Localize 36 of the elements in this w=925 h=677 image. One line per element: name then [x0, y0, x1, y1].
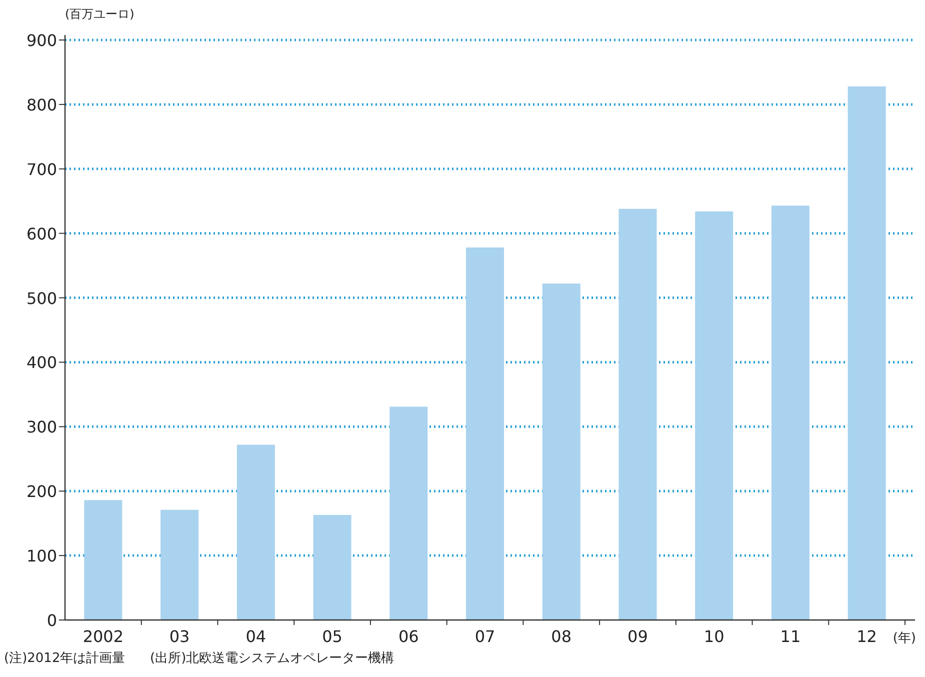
bar	[390, 406, 428, 620]
bar	[84, 500, 122, 620]
x-tick-label: 07	[474, 627, 496, 646]
x-tick-label: 12	[856, 627, 877, 646]
x-tick-label: 2002	[82, 627, 124, 646]
y-tick-label: 900	[26, 31, 57, 50]
x-axis-title: (年)	[892, 631, 916, 646]
bar	[313, 514, 352, 620]
bar	[466, 248, 504, 620]
y-tick-label: 700	[26, 160, 57, 179]
text: (出所)北欧送電システムオペレーター機構	[150, 651, 394, 666]
bar	[771, 206, 810, 620]
y-tick-label: 800	[26, 95, 57, 114]
y-tick-label: 300	[26, 418, 57, 437]
x-tick-label: 05	[322, 627, 342, 646]
x-tick-label: 08	[551, 627, 572, 646]
text: (注)2012年は計画量	[4, 651, 126, 666]
x-tick-label: 04	[246, 627, 266, 646]
y-axis-title: (百万ユーロ)	[65, 7, 134, 21]
bar	[618, 208, 657, 620]
x-tick-label: 03	[169, 627, 190, 646]
y-tick-label: 600	[26, 224, 57, 244]
y-tick-label: 400	[26, 353, 57, 372]
y-tick-label: 200	[26, 482, 57, 502]
y-tick-label: 0	[46, 611, 57, 630]
x-tick-label: 11	[780, 627, 801, 646]
bar	[236, 444, 275, 620]
y-tick-label: 100	[26, 546, 57, 566]
x-tick-label: 10	[704, 627, 724, 646]
bar	[695, 211, 734, 620]
y-tick-label: 500	[26, 288, 57, 308]
x-tick-label: 06	[398, 627, 419, 646]
x-tick-label: 09	[628, 627, 648, 646]
bar	[848, 86, 886, 620]
bar	[160, 510, 199, 620]
bar	[542, 284, 580, 620]
